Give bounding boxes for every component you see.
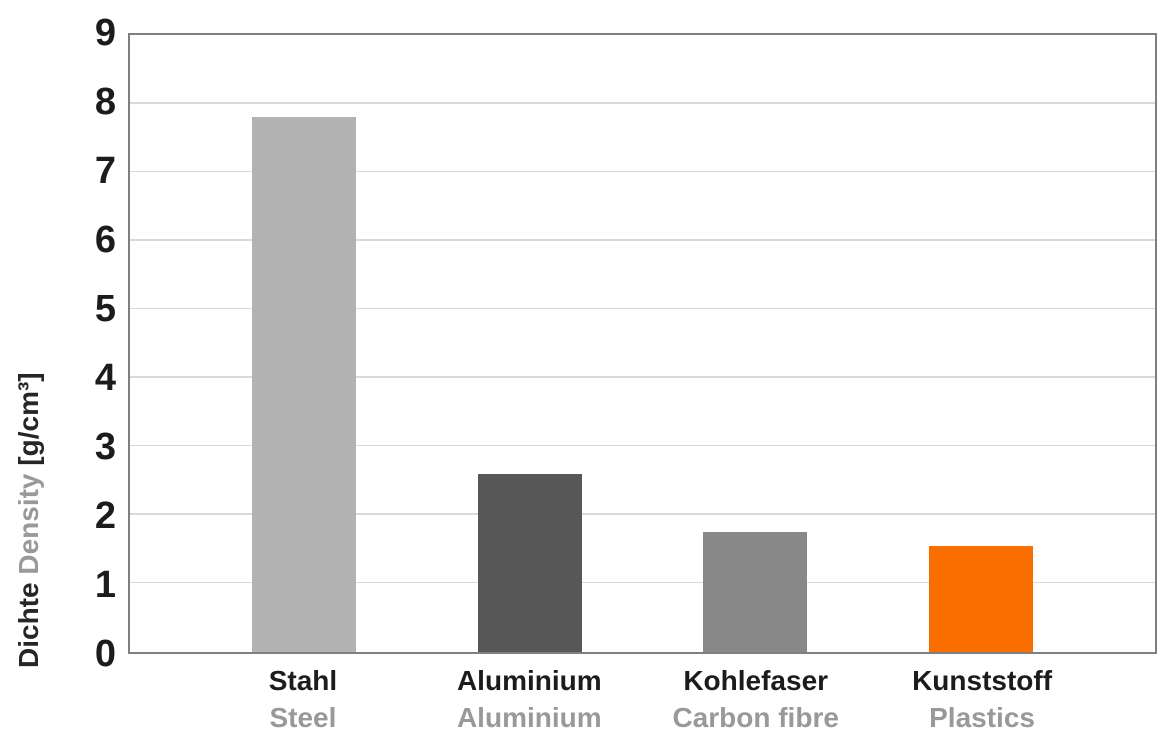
gridline-3 — [130, 444, 1155, 447]
y-tick-1: 1 — [94, 563, 116, 606]
category-label-aluminium: Aluminium Aluminium — [457, 662, 602, 736]
gridline-4 — [130, 376, 1155, 378]
y-tick-7: 7 — [94, 149, 116, 192]
category-label-kohlefaser: Kohlefaser Carbon fibre — [672, 662, 838, 736]
y-tick-0: 0 — [94, 633, 116, 675]
category-label-kunststoff: Kunststoff Plastics — [912, 662, 1052, 736]
category-label-en: Plastics — [929, 702, 1035, 733]
x-axis-labels: Stahl Steel Aluminium Aluminium Kohlefas… — [128, 662, 1157, 742]
category-label-en: Steel — [269, 702, 337, 733]
category-label-de: Stahl — [268, 665, 338, 696]
gridline-8 — [130, 102, 1155, 104]
plot-area — [128, 33, 1157, 654]
bar-kunststoff — [928, 545, 1033, 652]
y-tick-5: 5 — [94, 287, 116, 330]
bar-kohlefaser — [703, 532, 808, 652]
gridline-1 — [130, 581, 1155, 584]
category-label-en: Carbon fibre — [672, 702, 839, 733]
category-label-de: Kohlefaser — [683, 665, 829, 696]
category-label-de: Kunststoff — [912, 665, 1053, 696]
bar-stahl — [252, 117, 357, 652]
category-label-en: Aluminium — [456, 702, 602, 733]
gridline-7 — [130, 170, 1155, 173]
gridline-6 — [130, 239, 1155, 241]
y-tick-9: 9 — [94, 12, 116, 54]
y-tick-3: 3 — [94, 426, 116, 468]
y-tick-4: 4 — [94, 357, 116, 399]
category-label-stahl: Stahl Steel — [269, 662, 337, 736]
y-tick-8: 8 — [94, 80, 116, 123]
bar-aluminium — [477, 473, 582, 652]
gridline-5 — [130, 307, 1155, 310]
gridline-2 — [130, 513, 1155, 515]
category-label-de: Aluminium — [456, 665, 602, 696]
y-tick-2: 2 — [94, 495, 116, 537]
y-tick-6: 6 — [94, 219, 116, 261]
y-axis-ticks: 0 1 2 3 4 5 6 7 8 9 — [0, 14, 116, 673]
